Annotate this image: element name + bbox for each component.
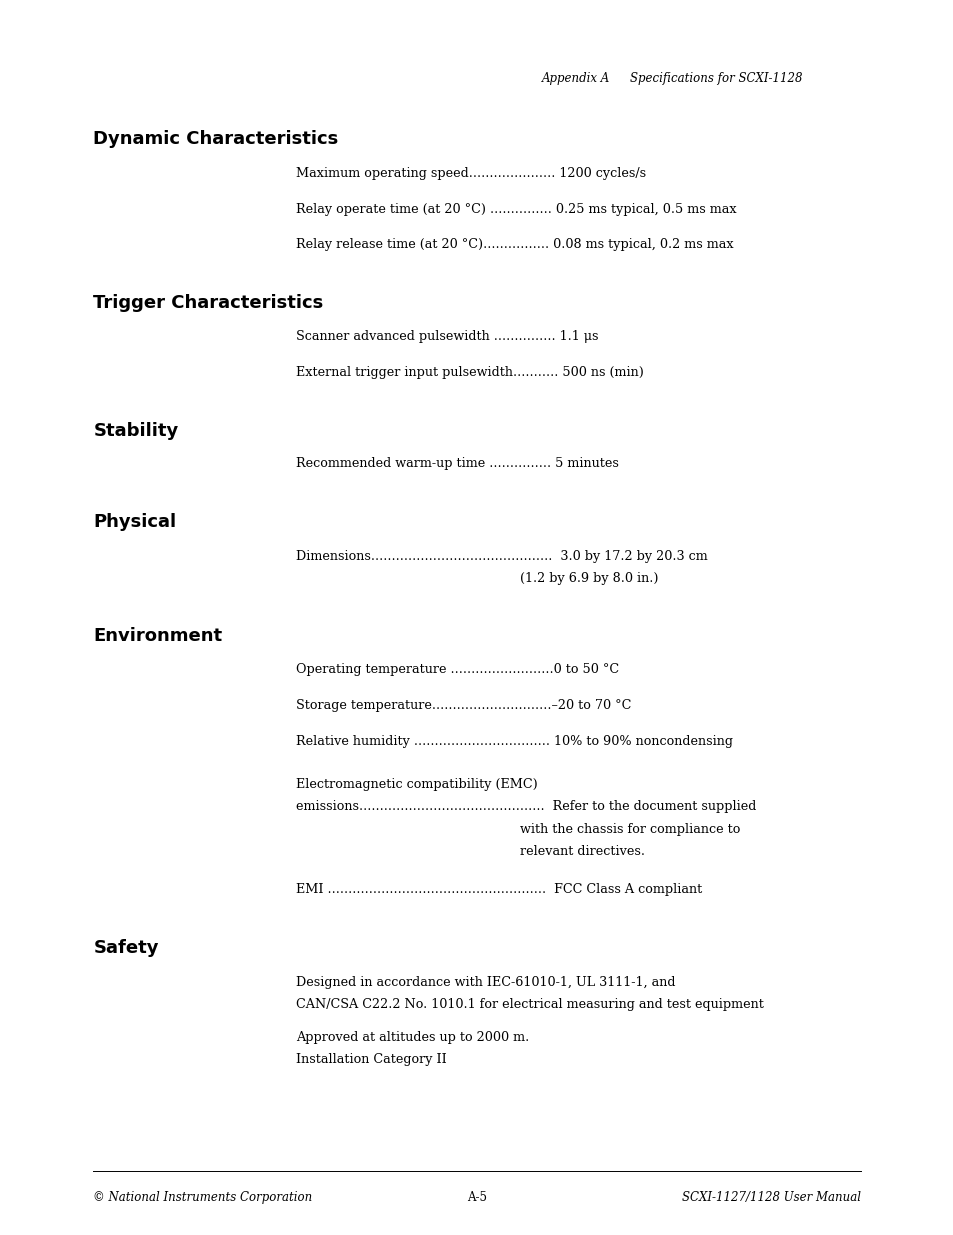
Text: Environment: Environment: [93, 627, 222, 646]
Text: Designed in accordance with IEC-61010-1, UL 3111-1, and: Designed in accordance with IEC-61010-1,…: [295, 976, 675, 989]
Text: External trigger input pulsewidth........... 500 ns (min): External trigger input pulsewidth.......…: [295, 366, 643, 379]
Text: Dimensions............................................  3.0 by 17.2 by 20.3 cm: Dimensions..............................…: [295, 550, 707, 563]
Text: Electromagnetic compatibility (EMC): Electromagnetic compatibility (EMC): [295, 778, 537, 792]
Text: Relay operate time (at 20 °C) ............... 0.25 ms typical, 0.5 ms max: Relay operate time (at 20 °C) ..........…: [295, 203, 736, 216]
Text: Maximum operating speed..................... 1200 cycles/s: Maximum operating speed.................…: [295, 167, 645, 180]
Text: relevant directives.: relevant directives.: [519, 845, 644, 858]
Text: EMI .....................................................  FCC Class A compliant: EMI ....................................…: [295, 883, 701, 897]
Text: © National Instruments Corporation: © National Instruments Corporation: [93, 1191, 313, 1204]
Text: Storage temperature.............................–20 to 70 °C: Storage temperature.....................…: [295, 699, 631, 713]
Text: A-5: A-5: [467, 1191, 486, 1204]
Text: Recommended warm-up time ............... 5 minutes: Recommended warm-up time ...............…: [295, 457, 618, 471]
Text: Installation Category II: Installation Category II: [295, 1053, 446, 1067]
Text: Approved at altitudes up to 2000 m.: Approved at altitudes up to 2000 m.: [295, 1031, 528, 1045]
Text: Dynamic Characteristics: Dynamic Characteristics: [93, 130, 338, 148]
Text: Stability: Stability: [93, 422, 178, 441]
Text: Physical: Physical: [93, 513, 176, 531]
Text: SCXI-1127/1128 User Manual: SCXI-1127/1128 User Manual: [680, 1191, 860, 1204]
Text: Trigger Characteristics: Trigger Characteristics: [93, 294, 323, 312]
Text: Relay release time (at 20 °C)................ 0.08 ms typical, 0.2 ms max: Relay release time (at 20 °C)...........…: [295, 238, 733, 252]
Text: Safety: Safety: [93, 939, 159, 957]
Text: (1.2 by 6.9 by 8.0 in.): (1.2 by 6.9 by 8.0 in.): [519, 572, 658, 585]
Text: Scanner advanced pulsewidth ............... 1.1 μs: Scanner advanced pulsewidth ............…: [295, 330, 598, 343]
Text: CAN/CSA C22.2 No. 1010.1 for electrical measuring and test equipment: CAN/CSA C22.2 No. 1010.1 for electrical …: [295, 998, 762, 1011]
Text: Specifications for SCXI-1128: Specifications for SCXI-1128: [629, 72, 801, 85]
Text: Appendix A: Appendix A: [541, 72, 610, 85]
Text: with the chassis for compliance to: with the chassis for compliance to: [519, 823, 740, 836]
Text: Relative humidity ................................. 10% to 90% noncondensing: Relative humidity ......................…: [295, 735, 732, 748]
Text: emissions.............................................  Refer to the document su: emissions...............................…: [295, 800, 756, 814]
Text: Operating temperature .........................0 to 50 °C: Operating temperature ..................…: [295, 663, 618, 677]
